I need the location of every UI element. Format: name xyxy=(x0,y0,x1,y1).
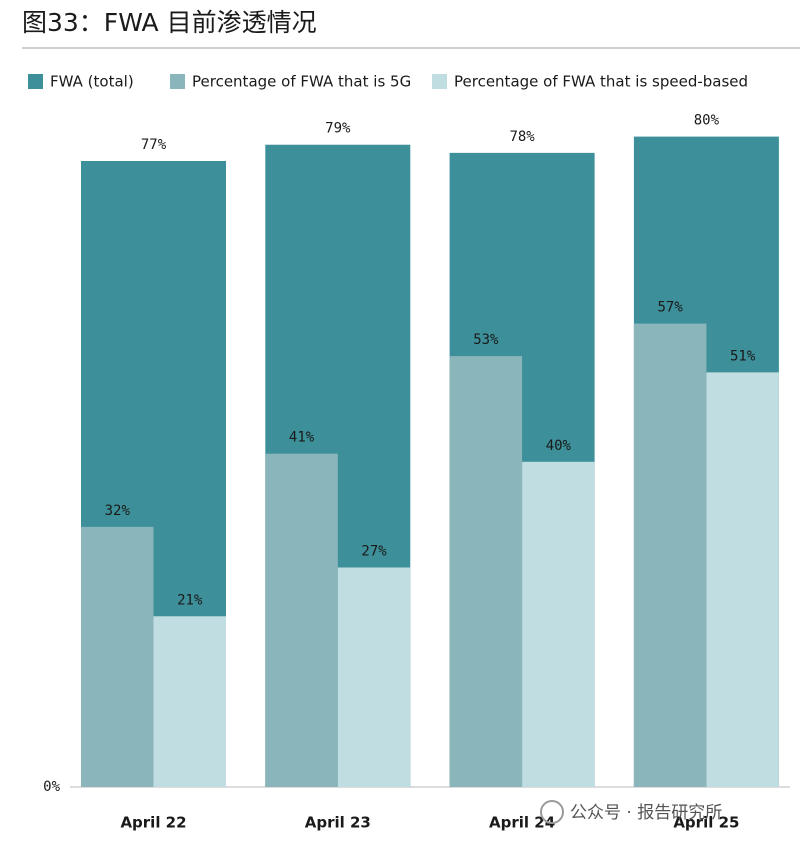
chart-title: 图33：FWA 目前渗透情况 xyxy=(22,8,317,37)
y-tick-label: 0% xyxy=(43,779,60,795)
legend-label: FWA (total) xyxy=(50,73,134,91)
bar xyxy=(337,567,411,787)
x-tick-label: April 25 xyxy=(673,814,739,832)
data-label: 41% xyxy=(289,430,315,446)
data-label: 80% xyxy=(694,113,720,129)
data-label: 77% xyxy=(141,137,167,153)
bar xyxy=(633,323,707,787)
data-label: 27% xyxy=(361,543,387,559)
bar xyxy=(265,453,338,787)
data-label: 57% xyxy=(658,300,684,316)
watermark-icon xyxy=(540,800,564,824)
data-label: 78% xyxy=(509,129,535,145)
legend-swatch xyxy=(28,74,43,89)
data-label: 51% xyxy=(730,348,756,364)
x-tick-label: April 24 xyxy=(489,814,555,832)
legend-swatch xyxy=(432,74,447,89)
data-label: 53% xyxy=(473,332,499,348)
data-label: 21% xyxy=(177,592,203,608)
bar xyxy=(522,461,595,787)
legend-label: Percentage of FWA that is speed-based xyxy=(454,73,748,91)
legend-swatch xyxy=(170,74,185,89)
data-label: 40% xyxy=(546,438,572,454)
bar xyxy=(449,356,523,787)
data-label: 79% xyxy=(325,121,351,137)
bar xyxy=(153,616,226,787)
x-tick-label: April 22 xyxy=(120,814,186,832)
bar xyxy=(706,372,779,787)
watermark: 公众号 · 报告研究所 xyxy=(570,803,722,823)
data-label: 32% xyxy=(105,503,131,519)
legend-label: Percentage of FWA that is 5G xyxy=(192,73,411,91)
x-tick-label: April 23 xyxy=(305,814,371,832)
bar xyxy=(81,526,154,787)
